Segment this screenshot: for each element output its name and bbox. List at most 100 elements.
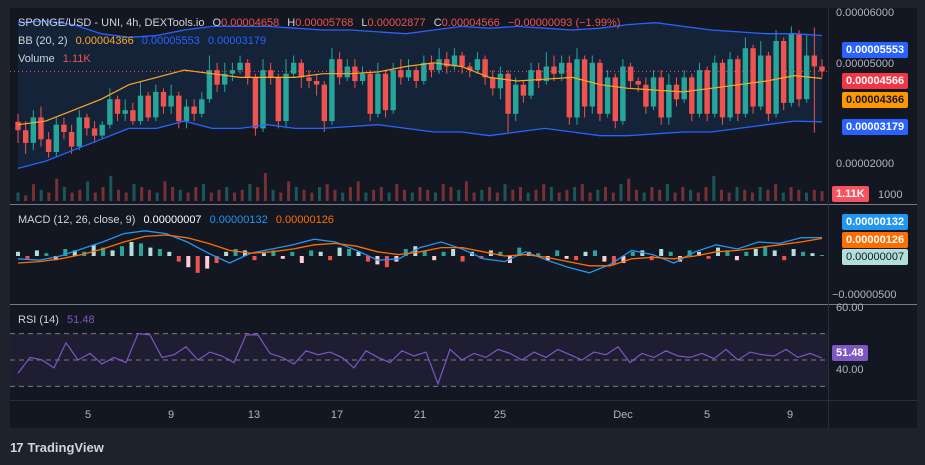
candle-body xyxy=(214,70,220,85)
volume-bar xyxy=(596,189,600,201)
candle-body xyxy=(490,77,496,89)
bb-lower-tag: 0.00003179 xyxy=(842,119,909,135)
tradingview-brand[interactable]: 17 TradingView xyxy=(10,438,104,456)
macd-histogram-bar xyxy=(432,256,437,261)
macd-label: MACD (12, 26, close, 9) xyxy=(18,214,136,226)
symbol-title: SPONGE/USD - UNI, 4h, DEXTools.io xyxy=(18,17,205,29)
close-value: 0.00004566 xyxy=(441,17,500,29)
volume-bar xyxy=(132,184,136,201)
volume-bar xyxy=(774,184,778,201)
volume-bar xyxy=(124,192,128,201)
rsi-tag: 51.48 xyxy=(832,345,868,361)
macd-histogram-bar xyxy=(25,256,30,259)
volume-bar xyxy=(233,192,236,201)
chart-svg[interactable]: 5 9 13 17 21 25 Dec 5 9 xyxy=(10,8,917,428)
macd-histogram-bar xyxy=(63,249,68,256)
open-value: 0.00004658 xyxy=(221,17,280,29)
volume-bar xyxy=(155,192,159,201)
volume-bar xyxy=(696,192,700,201)
macd-histogram-bar xyxy=(328,256,333,261)
macd-line-tag: 0.00000132 xyxy=(842,214,909,230)
volume-bar xyxy=(704,187,708,201)
volume-bar xyxy=(781,192,785,201)
volume-bar xyxy=(673,192,677,201)
macd-histogram-bar xyxy=(526,251,531,256)
macd-histogram-bar xyxy=(460,256,465,262)
volume-bar xyxy=(140,187,144,201)
candle-body xyxy=(145,95,151,118)
volume-bar xyxy=(310,192,314,201)
macd-signal-tag: 0.00000126 xyxy=(842,232,909,248)
macd-histogram-bar xyxy=(820,255,824,256)
candle-body xyxy=(206,70,213,100)
volume-bar xyxy=(379,187,383,201)
macd-histogram-bar xyxy=(186,256,191,268)
bb-upper-value: 0.00005553 xyxy=(141,35,200,47)
volume-value: 1.11K xyxy=(62,53,91,65)
volume-bar xyxy=(325,184,329,201)
macd-histogram-bar xyxy=(347,249,352,256)
candle-body xyxy=(122,110,128,114)
candle-body xyxy=(176,95,182,122)
candle-body xyxy=(459,55,465,67)
macd-histogram-bar xyxy=(659,249,664,256)
volume-bar xyxy=(557,192,561,201)
candle-body xyxy=(183,106,190,122)
candle-body xyxy=(788,33,795,103)
candle-body xyxy=(153,91,159,118)
volume-bar xyxy=(70,192,74,201)
volume-bar xyxy=(642,192,646,201)
volume-bar xyxy=(32,184,35,201)
tradingview-logo-icon: 17 xyxy=(10,439,24,455)
macd-histogram-bar xyxy=(744,251,749,256)
macd-histogram-bar xyxy=(280,256,285,259)
candle-body xyxy=(61,124,67,132)
macd-histogram-bar xyxy=(129,242,134,256)
macd-histogram-bar xyxy=(110,250,115,256)
macd-histogram-bar xyxy=(630,251,635,256)
volume-bar xyxy=(348,187,352,201)
candle-body xyxy=(53,124,59,152)
macd-histogram-bar xyxy=(697,251,701,256)
volume-bar xyxy=(472,192,476,201)
volume-bar xyxy=(78,189,82,201)
candle-body xyxy=(283,73,289,121)
macd-histogram-bar xyxy=(337,247,342,256)
volume-bar xyxy=(263,173,267,201)
rsi-tick-40: 40.00 xyxy=(836,364,864,376)
volume-bar xyxy=(372,189,376,201)
volume-bar xyxy=(627,178,631,201)
time-tick-label: 17 xyxy=(331,409,343,421)
volume-bar xyxy=(434,192,437,201)
candle-body xyxy=(107,99,113,125)
macd-histogram-bar xyxy=(176,256,181,262)
volume-bar xyxy=(464,181,468,201)
volume-bar xyxy=(209,192,213,201)
volume-bar xyxy=(294,187,298,201)
volume-tag: 1.11K xyxy=(832,186,869,202)
macd-histogram-bar xyxy=(44,253,49,256)
macd-histogram-bar xyxy=(517,247,522,256)
volume-bar xyxy=(117,189,120,201)
candle-body xyxy=(635,81,641,85)
candle-body xyxy=(91,128,98,136)
macd-histogram-bar xyxy=(602,256,607,262)
volume-bar xyxy=(805,192,808,201)
volume-bar xyxy=(333,189,337,201)
candle-body xyxy=(252,77,259,129)
candle-body xyxy=(306,77,312,81)
candle-body xyxy=(727,59,733,118)
volume-bar xyxy=(279,192,283,201)
candle-body xyxy=(15,121,21,131)
candle-body xyxy=(275,77,281,122)
macd-histogram-bar xyxy=(734,256,739,261)
bb-mid-tag: 0.00004366 xyxy=(842,92,909,108)
macd-histogram-bar xyxy=(53,256,58,261)
candle-body xyxy=(137,95,144,122)
candle-body xyxy=(390,70,396,111)
volume-bar xyxy=(457,189,461,201)
volume-bar xyxy=(178,189,182,201)
macd-histogram-bar xyxy=(366,256,370,262)
time-tick-label: 25 xyxy=(494,409,506,421)
candle-body xyxy=(413,70,419,81)
